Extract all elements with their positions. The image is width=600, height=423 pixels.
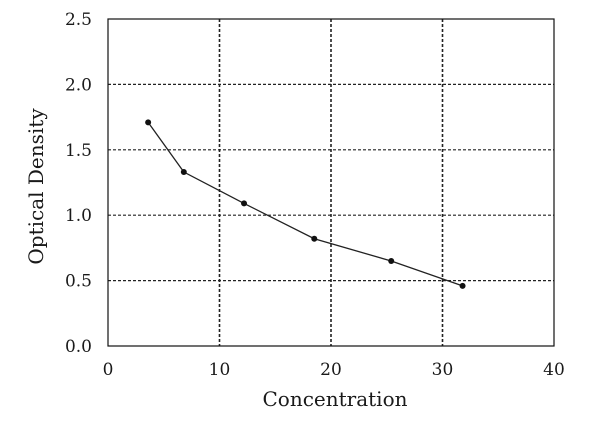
data-point [241,200,248,207]
data-point [180,169,187,176]
grid [108,19,554,346]
x-axis-ticks: 0 10 20 30 40 [103,360,565,380]
y-tick-label: 1.5 [65,141,92,161]
y-tick-label: 0.0 [65,337,92,357]
x-tick-label: 40 [543,360,565,380]
plot-frame [107,18,555,347]
x-tick-label: 0 [103,360,114,380]
y-axis-ticks: 0.0 0.5 1.0 1.5 2.0 2.5 [65,10,92,357]
data-point [145,119,152,126]
y-tick-label: 2.5 [65,10,92,30]
y-tick-label: 0.5 [65,272,92,292]
x-tick-label: 20 [320,360,342,380]
series [145,119,466,289]
y-tick-label: 1.0 [65,206,92,226]
data-point [459,282,466,289]
data-point [388,257,395,264]
x-tick-label: 10 [209,360,231,380]
y-axis-title: Optical Density [24,108,48,265]
y-tick-label: 2.0 [65,75,92,95]
data-point [311,235,318,242]
x-tick-label: 30 [432,360,454,380]
x-axis-title: Concentration [262,387,407,411]
series-line [147,121,463,287]
